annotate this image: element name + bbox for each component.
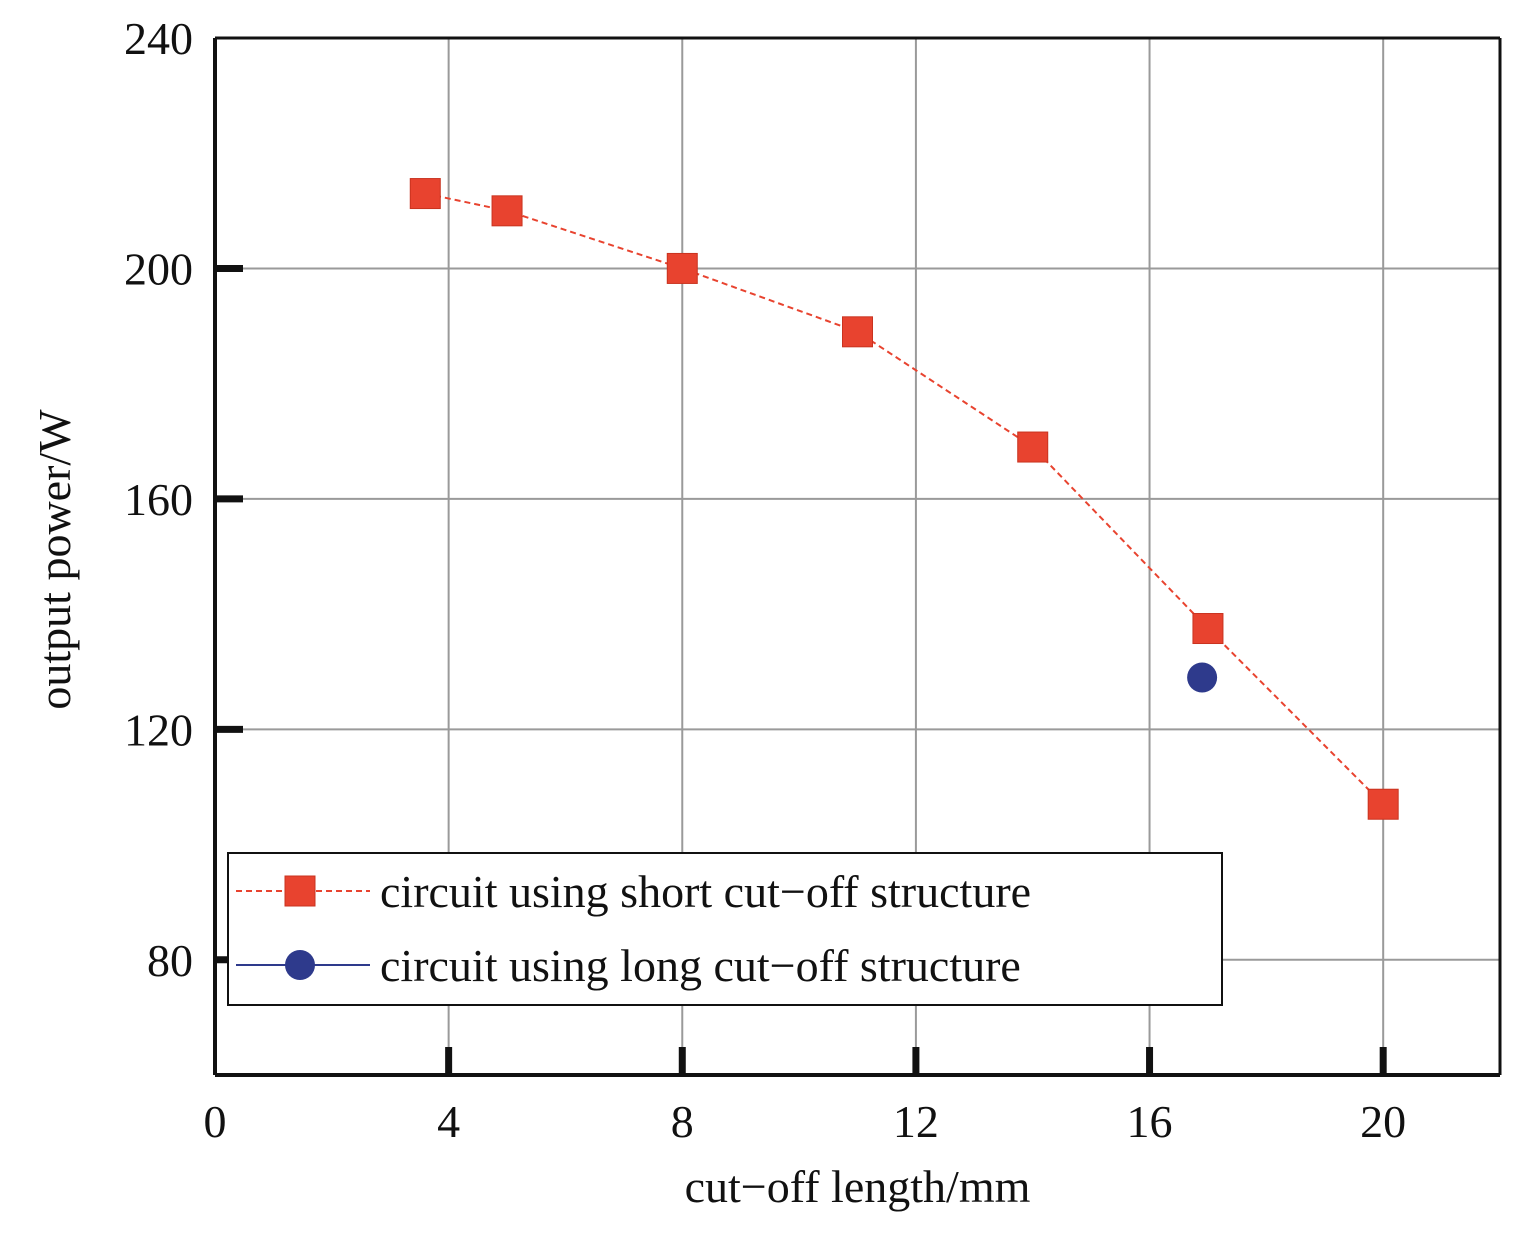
x-tick-label-20: 20	[1360, 1096, 1406, 1147]
y-tick-label-200: 200	[124, 243, 193, 294]
series-0-point-4	[1017, 431, 1049, 463]
x-axis-title: cut−off length/mm	[685, 1161, 1031, 1212]
series-0-point-5	[1192, 613, 1224, 645]
legend-marker-0	[284, 875, 316, 907]
y-tick-label-240: 240	[124, 13, 193, 64]
series-0-point-1	[491, 195, 523, 227]
series-0	[409, 178, 1399, 820]
legend-marker-1	[285, 950, 315, 980]
legend: circuit using short cut−off structure cir…	[227, 852, 1223, 1006]
series-0-point-2	[666, 252, 698, 284]
x-tick-label-12: 12	[893, 1096, 939, 1147]
plot-series	[409, 178, 1399, 820]
series-0-point-3	[842, 316, 873, 348]
series-0-point-0	[409, 178, 441, 210]
legend-label-1: circuit using long cut−off structure	[380, 940, 1021, 991]
x-tick-label-8: 8	[671, 1096, 694, 1147]
y-axis-title: output power/W	[29, 409, 80, 710]
y-tick-label-120: 120	[124, 704, 193, 755]
x-tick-label-4: 4	[437, 1096, 460, 1147]
series-0-point-6	[1367, 788, 1399, 820]
series-1-point-0	[1187, 662, 1218, 693]
y-tick-label-80: 80	[147, 935, 193, 986]
series-1	[1187, 662, 1218, 693]
x-tick-label-0: 0	[204, 1096, 227, 1147]
legend-label-0: circuit using short cut−off structure	[380, 866, 1031, 917]
legend-box	[227, 852, 1223, 1006]
x-tick-label-16: 16	[1127, 1096, 1173, 1147]
y-tick-label-160: 160	[124, 474, 193, 525]
axes: 0 4 8 12 16 20 80 120 160 200 240	[124, 13, 1502, 1147]
